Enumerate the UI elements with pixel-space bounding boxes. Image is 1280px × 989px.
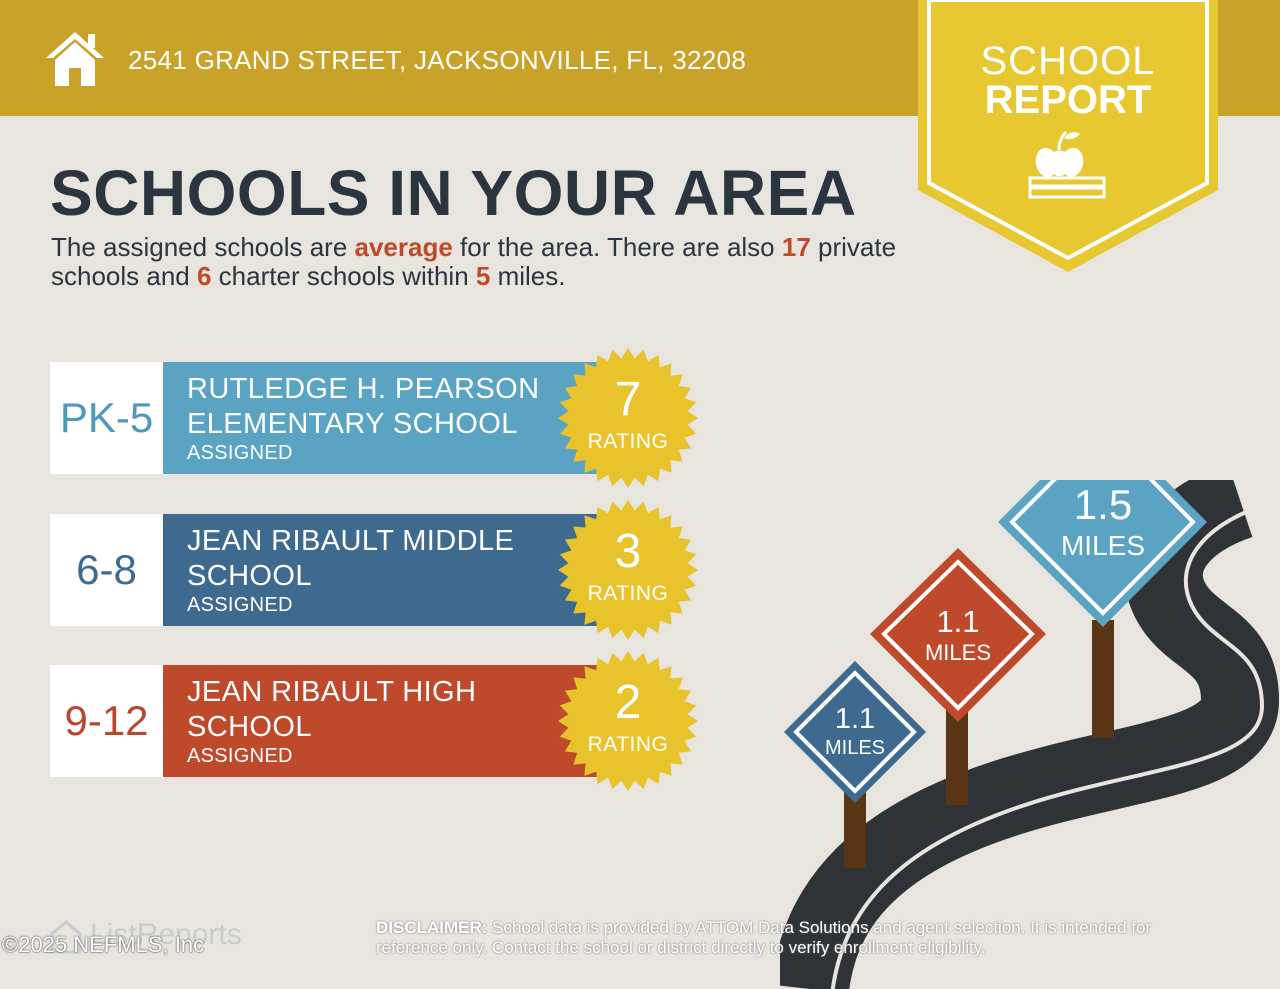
sign-distance: 1.1 [936, 604, 980, 639]
rating-seal-icon [558, 500, 698, 640]
grade-range: 9-12 [50, 665, 163, 777]
quality-highlight: average [354, 232, 453, 262]
sign-unit: MILES [924, 640, 992, 665]
apple-books-icon [1028, 130, 1106, 199]
radius-miles: 5 [475, 261, 491, 291]
school-name-line2: SCHOOL [187, 560, 312, 592]
copyright-notice: ©2025 NEFMLS, Inc [2, 932, 205, 957]
grade-range: PK-5 [50, 362, 163, 474]
school-info: RUTLEDGE H. PEARSON ELEMENTARY SCHOOL AS… [163, 362, 610, 474]
school-info: JEAN RIBAULT MIDDLE SCHOOL ASSIGNED [163, 514, 610, 626]
assignment-status: ASSIGNED [187, 442, 293, 464]
school-row-elementary: PK-5 RUTLEDGE H. PEARSON ELEMENTARY SCHO… [50, 362, 610, 474]
rating-value: 7 [614, 373, 642, 426]
badge-title-line1: SCHOOL [980, 39, 1156, 83]
assignment-status: ASSIGNED [187, 594, 293, 616]
property-address: 2541 GRAND STREET, JACKSONVILLE, FL, 322… [128, 45, 747, 75]
assignment-status: ASSIGNED [187, 745, 293, 767]
charter-count: 6 [196, 261, 212, 291]
sign-unit: MILES [824, 737, 886, 759]
disclaimer: DISCLAIMER: School data is provided by A… [376, 918, 1152, 957]
school-name-line1: JEAN RIBAULT MIDDLE [187, 525, 515, 557]
school-row-high: 9-12 JEAN RIBAULT HIGH SCHOOL ASSIGNED [50, 665, 610, 777]
school-row-middle: 6-8 JEAN RIBAULT MIDDLE SCHOOL ASSIGNED [50, 514, 610, 626]
sign-unit: MILES [1060, 530, 1146, 561]
rating-value: 3 [614, 525, 642, 578]
badge-title-line2: REPORT [984, 78, 1152, 122]
brand-name: ListReports [90, 918, 242, 951]
rating-value: 2 [614, 676, 642, 729]
listreports-logo-icon [50, 920, 82, 954]
intro-text: The assigned schools are average for the… [51, 232, 897, 291]
grade-range: 6-8 [50, 514, 163, 626]
road-illustration [780, 480, 1280, 989]
school-info: JEAN RIBAULT HIGH SCHOOL ASSIGNED [163, 665, 610, 777]
home-icon [46, 32, 104, 86]
rating-seal-icon [558, 348, 698, 488]
sign-distance: 1.5 [1073, 481, 1133, 528]
school-name-line1: JEAN RIBAULT HIGH [187, 676, 477, 708]
rating-label: RATING [587, 430, 669, 453]
rating-label: RATING [587, 582, 669, 605]
rating-label: RATING [587, 733, 669, 756]
school-name-line1: RUTLEDGE H. PEARSON [187, 373, 540, 405]
school-name-line2: SCHOOL [187, 711, 312, 743]
rating-seal-icon [558, 651, 698, 791]
school-name-line2: ELEMENTARY SCHOOL [187, 408, 518, 440]
private-count: 17 [781, 232, 811, 262]
page-title: SCHOOLS IN YOUR AREA [50, 157, 857, 229]
sign-distance: 1.1 [834, 703, 876, 735]
